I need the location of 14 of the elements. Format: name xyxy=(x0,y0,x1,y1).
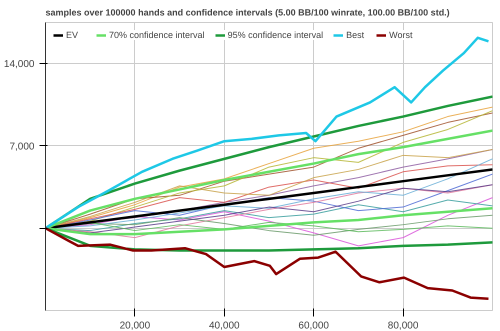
y-tick-label: 14,000 xyxy=(4,59,35,70)
x-tick-label: 80,000 xyxy=(388,320,419,331)
x-tick-label: 60,000 xyxy=(298,320,330,331)
legend-label: 95% confidence interval xyxy=(228,30,324,40)
chart-title: samples over 100000 hands and confidence intervals (5.00 BB/100 winrate, 100.00 BB/100 std.) xyxy=(46,8,450,18)
legend-label: EV xyxy=(66,30,80,40)
legend-label: 70% confidence interval xyxy=(109,30,205,40)
x-tick-label: 40,000 xyxy=(209,320,240,331)
y-tick-label: 7,000 xyxy=(9,141,35,152)
legend-label: Worst xyxy=(389,30,412,40)
x-tick-label: 20,000 xyxy=(120,320,151,331)
line-series xyxy=(46,36,490,230)
line-series xyxy=(46,226,490,300)
legend-label: Best xyxy=(346,30,366,40)
